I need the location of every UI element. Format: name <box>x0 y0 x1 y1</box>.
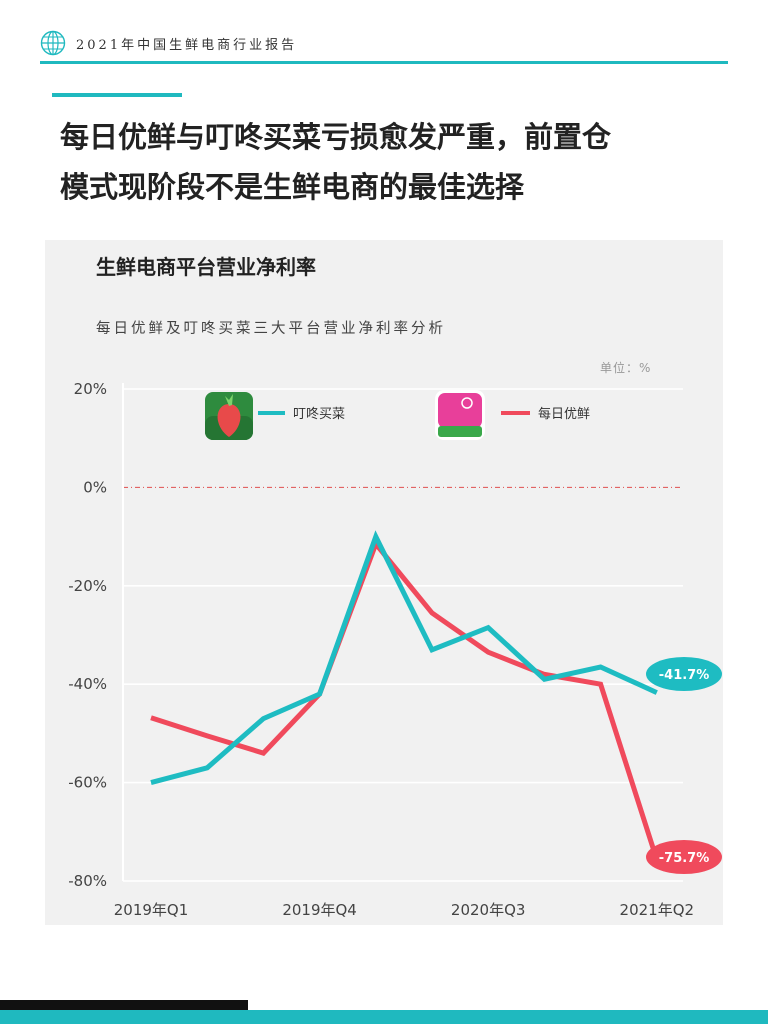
missfresh-icon-pink <box>438 393 482 428</box>
chart-title: 生鲜电商平台营业净利率 <box>96 255 316 279</box>
radish-shape <box>217 404 241 437</box>
y-tick-label: 20% <box>74 380 107 398</box>
series-line-dingdong <box>150 530 658 786</box>
report-header: 2021年中国生鲜电商行业报告 <box>40 28 728 62</box>
page-title-line-1: 每日优鲜与叮咚买菜亏损愈发严重，前置仓 <box>60 120 612 154</box>
end-value-badge <box>646 840 722 874</box>
report-title: 2021年中国生鲜电商行业报告 <box>76 38 298 53</box>
radish-leaves <box>225 394 233 406</box>
dingdong-app-icon <box>205 392 253 440</box>
missfresh-icon-mark <box>461 397 473 409</box>
legend-label-dingdong: 叮咚买菜 <box>293 406 345 422</box>
footer-bar-dark <box>0 1000 248 1010</box>
title-accent-bar <box>52 93 182 97</box>
x-tick-label: 2020年Q3 <box>451 901 526 919</box>
missfresh-app-icon <box>435 390 485 440</box>
y-tick-label: -20% <box>68 577 107 595</box>
chart-panel <box>45 240 723 925</box>
page-title: 每日优鲜与叮咚买菜亏损愈发严重，前置仓 模式现阶段不是生鲜电商的最佳选择 <box>60 112 720 212</box>
end-value-label: -41.7% <box>659 668 710 683</box>
missfresh-icon-green <box>438 426 482 437</box>
unit-label: 单位：% <box>600 361 652 375</box>
globe-icon <box>40 30 66 56</box>
legend-label-missfresh: 每日优鲜 <box>538 406 590 422</box>
end-value-badge <box>646 657 722 691</box>
y-tick-label: -60% <box>68 774 107 792</box>
y-tick-label: 0% <box>83 478 107 496</box>
x-tick-label: 2019年Q4 <box>282 901 357 919</box>
y-tick-label: -80% <box>68 872 107 890</box>
chart-subtitle: 每日优鲜及叮咚买菜三大平台营业净利率分析 <box>96 321 446 337</box>
footer-bar-accent <box>0 1010 768 1024</box>
page-title-line-2: 模式现阶段不是生鲜电商的最佳选择 <box>60 170 525 204</box>
x-tick-label: 2019年Q1 <box>114 901 189 919</box>
y-tick-label: -40% <box>68 675 107 693</box>
end-value-label: -75.7% <box>659 851 710 866</box>
x-tick-label: 2021年Q2 <box>620 901 695 919</box>
line-chart: 20% 0% -20% -40% -60% -80% 2019年Q1 2019年Q4 2020年… <box>68 380 722 919</box>
header-divider <box>40 61 728 64</box>
